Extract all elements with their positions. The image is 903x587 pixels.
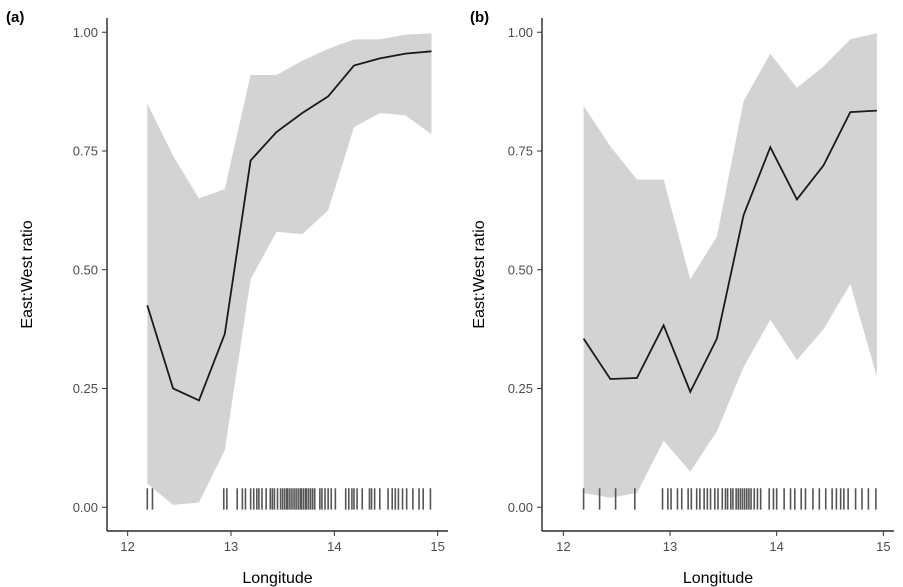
- x-tick-label: 12: [120, 539, 134, 554]
- series-line: [582, 109, 877, 394]
- y-tick-label: 0.25: [73, 381, 98, 396]
- y-tick-label: 0.50: [508, 262, 533, 277]
- x-tick-label: 13: [224, 539, 238, 554]
- rug: [582, 488, 877, 510]
- x-tick-label: 13: [663, 539, 677, 554]
- y-tick-label: 1.00: [508, 25, 533, 40]
- y-axis-title: East:West ratio: [471, 220, 488, 328]
- rug: [146, 488, 432, 510]
- x-tick-label: 14: [769, 539, 783, 554]
- x-axis-title: Longitude: [242, 570, 312, 587]
- series-line: [146, 50, 432, 402]
- x-axis-title: Longitude: [683, 570, 753, 587]
- y-tick-label: 0.75: [508, 144, 533, 159]
- y-tick-label: 1.00: [73, 25, 98, 40]
- x-tick-label: 15: [430, 539, 444, 554]
- y-tick-label: 0.00: [73, 500, 98, 515]
- panel-a: 0.00 0.25 0.50 0.75 1.00 12 13 14 15 Longitude Eas…: [6, 9, 448, 587]
- panel-label: (a): [6, 9, 24, 26]
- y-tick-label: 0.00: [508, 500, 533, 515]
- panel-label: (b): [470, 9, 489, 26]
- confidence-band: [147, 33, 432, 505]
- y-tick-label: 0.25: [508, 381, 533, 396]
- x-tick-label: 15: [876, 539, 890, 554]
- y-tick-label: 0.75: [73, 144, 98, 159]
- y-tick-label: 0.50: [73, 262, 98, 277]
- confidence-band: [583, 33, 877, 498]
- y-axis-title: East:West ratio: [19, 220, 36, 328]
- x-tick-label: 12: [556, 539, 570, 554]
- panel-b: 0.00 0.25 0.50 0.75 1.00 12 13 14 15 Longitude Eas…: [470, 9, 894, 587]
- x-tick-label: 14: [327, 539, 341, 554]
